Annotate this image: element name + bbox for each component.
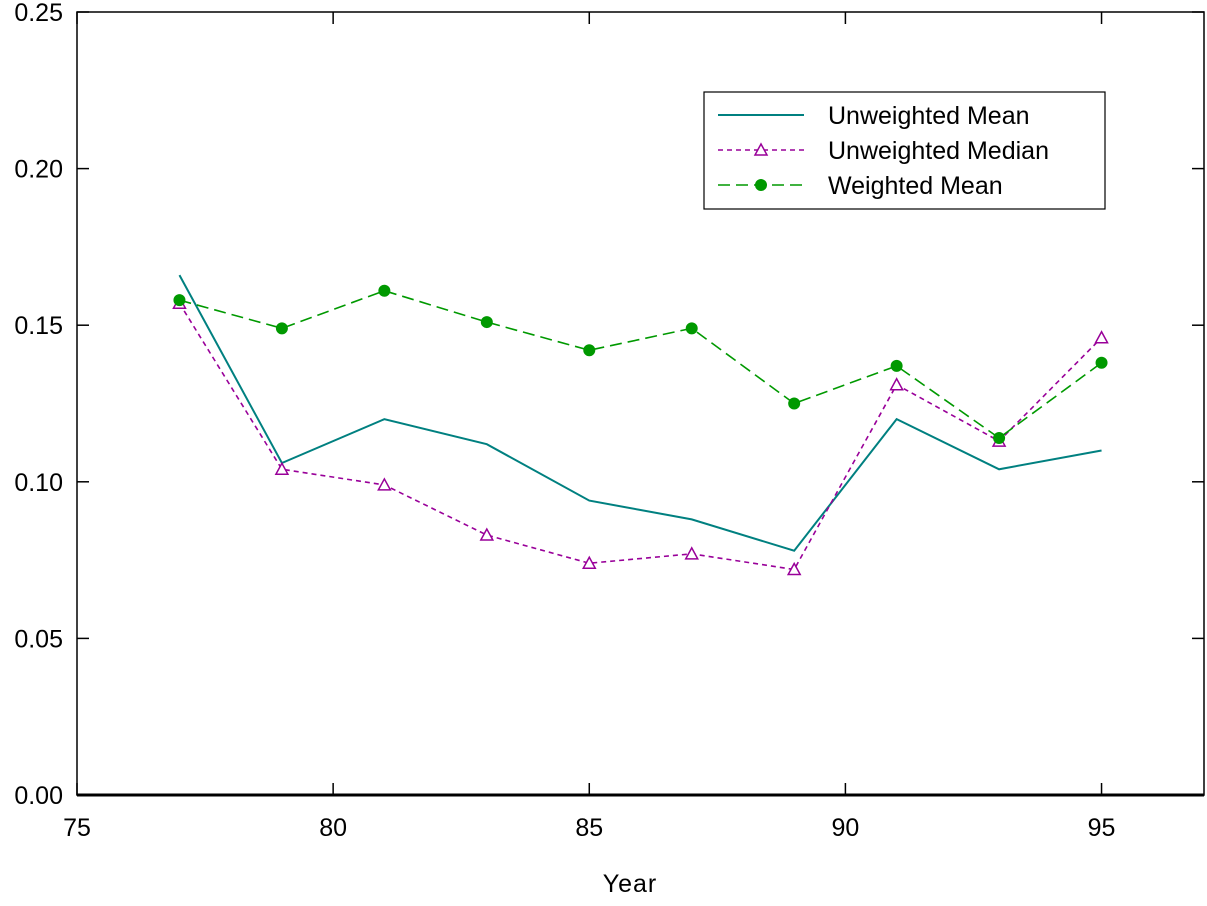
- series-line-unweighted-median: [178, 302, 1103, 571]
- circle-marker: [993, 431, 1006, 444]
- x-tick-label: 75: [63, 814, 91, 842]
- axis-tick-labels: 0.00 0.05 0.10 0.15 0.20 0.25 75 80 85 90 95: [14, 0, 1115, 842]
- triangle-marker: [1094, 330, 1109, 344]
- triangle-marker: [582, 555, 597, 569]
- triangle-marker: [753, 142, 769, 156]
- x-tick-label: 85: [575, 814, 603, 842]
- series-line-weighted-mean: [179, 289, 1103, 439]
- legend-label: Unweighted Median: [828, 137, 1049, 165]
- circle-marker: [480, 316, 493, 329]
- triangle-marker: [684, 546, 699, 560]
- x-tick-label: 90: [832, 814, 860, 842]
- circle-marker: [583, 344, 596, 357]
- legend: Unweighted Mean Unweighted Median Weighted…: [703, 91, 1106, 210]
- legend-label: Weighted Mean: [828, 172, 1003, 200]
- triangle-marker: [479, 527, 495, 541]
- x-tick-label: 80: [319, 814, 347, 842]
- y-tick-label: 0.00: [14, 782, 63, 810]
- series-lines: [178, 274, 1103, 571]
- triangle-marker: [377, 477, 392, 491]
- x-tick-label: 95: [1088, 814, 1116, 842]
- series-line-unweighted-mean: [178, 274, 1102, 552]
- y-tick-label: 0.15: [14, 312, 63, 340]
- legend-label: Unweighted Mean: [828, 102, 1030, 130]
- circle-marker: [685, 322, 698, 335]
- circle-marker: [890, 359, 903, 372]
- circle-marker: [788, 397, 801, 410]
- circle-marker: [173, 294, 186, 307]
- series-markers: [172, 284, 1109, 576]
- circle-marker: [1095, 356, 1108, 369]
- circle-marker: [378, 284, 391, 297]
- y-tick-label: 0.20: [14, 156, 63, 184]
- y-tick-label: 0.25: [14, 0, 63, 27]
- triangle-marker: [889, 377, 904, 391]
- triangle-marker: [786, 561, 802, 576]
- legend-box: [703, 91, 1106, 210]
- circle-marker: [275, 322, 288, 335]
- axis-ticks: [76, 11, 1204, 796]
- x-axis-title: Year: [603, 870, 658, 898]
- y-tick-label: 0.05: [14, 625, 63, 653]
- triangle-marker: [274, 461, 290, 476]
- circle-marker: [755, 179, 767, 191]
- y-tick-label: 0.10: [14, 469, 63, 497]
